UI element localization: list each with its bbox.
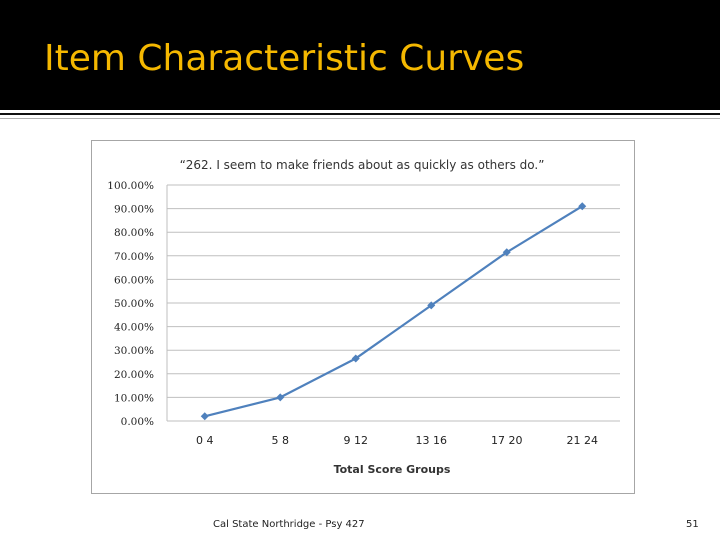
x-tick-label: 5 8	[272, 434, 290, 447]
y-axis: 0.00% 10.00% 20.00% 30.00% 40.00% 50.00% 60.00…	[107, 180, 154, 428]
x-tick-label: 17 20	[491, 434, 523, 447]
y-tick-label: 90.00%	[114, 204, 154, 216]
x-tick-label: 0 4	[196, 434, 214, 447]
data-point	[502, 248, 511, 257]
series-line	[204, 205, 583, 418]
y-tick-label: 20.00%	[114, 369, 154, 381]
data-point	[578, 202, 587, 211]
title-divider	[0, 113, 720, 115]
y-tick-label: 80.00%	[114, 227, 154, 239]
page-number: 51	[686, 519, 699, 530]
y-tick-label: 60.00%	[114, 274, 154, 286]
chart-title: “262. I seem to make friends about as qu…	[180, 158, 545, 172]
chart-frame: “262. I seem to make friends about as qu…	[91, 140, 635, 494]
y-tick-label: 100.00%	[107, 180, 154, 192]
y-tick-label: 40.00%	[114, 322, 154, 334]
x-tick-label: 13 16	[416, 434, 448, 447]
slide-title: Item Characteristic Curves	[44, 38, 525, 79]
y-tick-label: 0.00%	[121, 416, 154, 428]
x-tick-label: 9 12	[344, 434, 369, 447]
y-tick-label: 30.00%	[114, 345, 154, 357]
y-tick-label: 10.00%	[114, 392, 154, 404]
data-point	[351, 354, 360, 363]
data-point	[200, 412, 209, 421]
footer-text: Cal State Northridge - Psy 427	[213, 519, 365, 530]
x-axis: 0 4 5 8 9 12 13 16 17 20 21 24	[196, 434, 598, 447]
gridlines	[167, 184, 620, 422]
x-tick-label: 21 24	[567, 434, 599, 447]
title-bar: Item Characteristic Curves	[0, 0, 720, 110]
data-point	[276, 393, 285, 402]
data-point	[427, 301, 436, 310]
line-chart: “262. I seem to make friends about as qu…	[107, 158, 620, 476]
y-tick-label: 70.00%	[114, 251, 154, 263]
x-axis-label: Total Score Groups	[334, 463, 451, 476]
title-divider-thin	[0, 118, 720, 119]
y-tick-label: 50.00%	[114, 298, 154, 310]
